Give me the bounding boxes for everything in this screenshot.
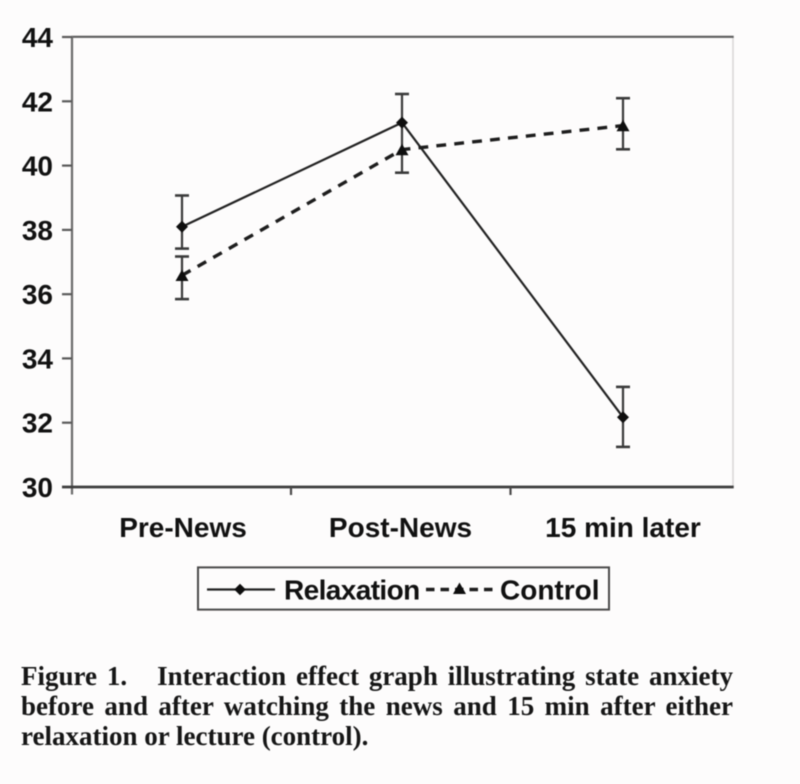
svg-text:Relaxation: Relaxation	[284, 575, 420, 606]
svg-text:Post-News: Post-News	[329, 512, 472, 543]
svg-text:Control: Control	[500, 575, 600, 606]
svg-text:15 min later: 15 min later	[545, 512, 701, 543]
svg-text:36: 36	[22, 279, 53, 310]
svg-text:44: 44	[22, 22, 54, 53]
svg-text:40: 40	[22, 151, 53, 182]
svg-text:38: 38	[22, 215, 53, 246]
svg-text:34: 34	[22, 343, 54, 374]
svg-text:30: 30	[22, 472, 53, 503]
svg-text:42: 42	[22, 86, 53, 117]
svg-text:32: 32	[22, 408, 53, 439]
svg-text:Pre-News: Pre-News	[119, 512, 247, 543]
